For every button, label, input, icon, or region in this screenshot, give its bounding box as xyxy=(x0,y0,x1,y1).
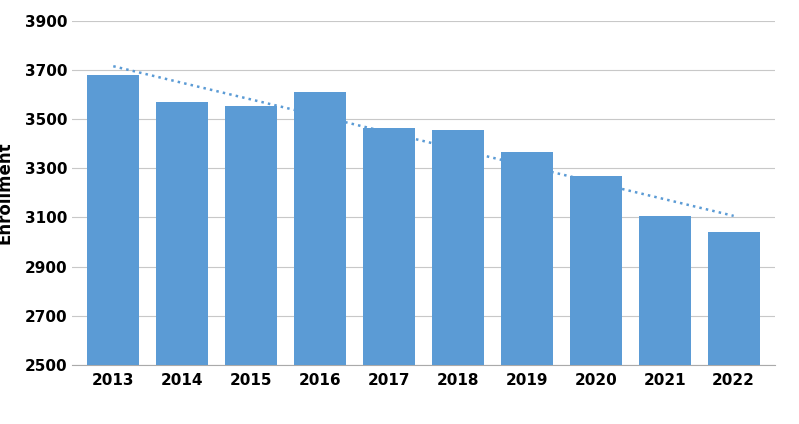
Bar xyxy=(364,128,415,424)
Bar xyxy=(157,102,208,424)
Bar xyxy=(294,92,346,424)
Bar xyxy=(708,232,760,424)
Bar xyxy=(639,216,690,424)
Bar xyxy=(570,176,622,424)
Bar xyxy=(432,130,483,424)
Y-axis label: Enrollment: Enrollment xyxy=(0,142,14,244)
Bar xyxy=(225,106,277,424)
Bar xyxy=(87,75,139,424)
Bar xyxy=(501,153,553,424)
